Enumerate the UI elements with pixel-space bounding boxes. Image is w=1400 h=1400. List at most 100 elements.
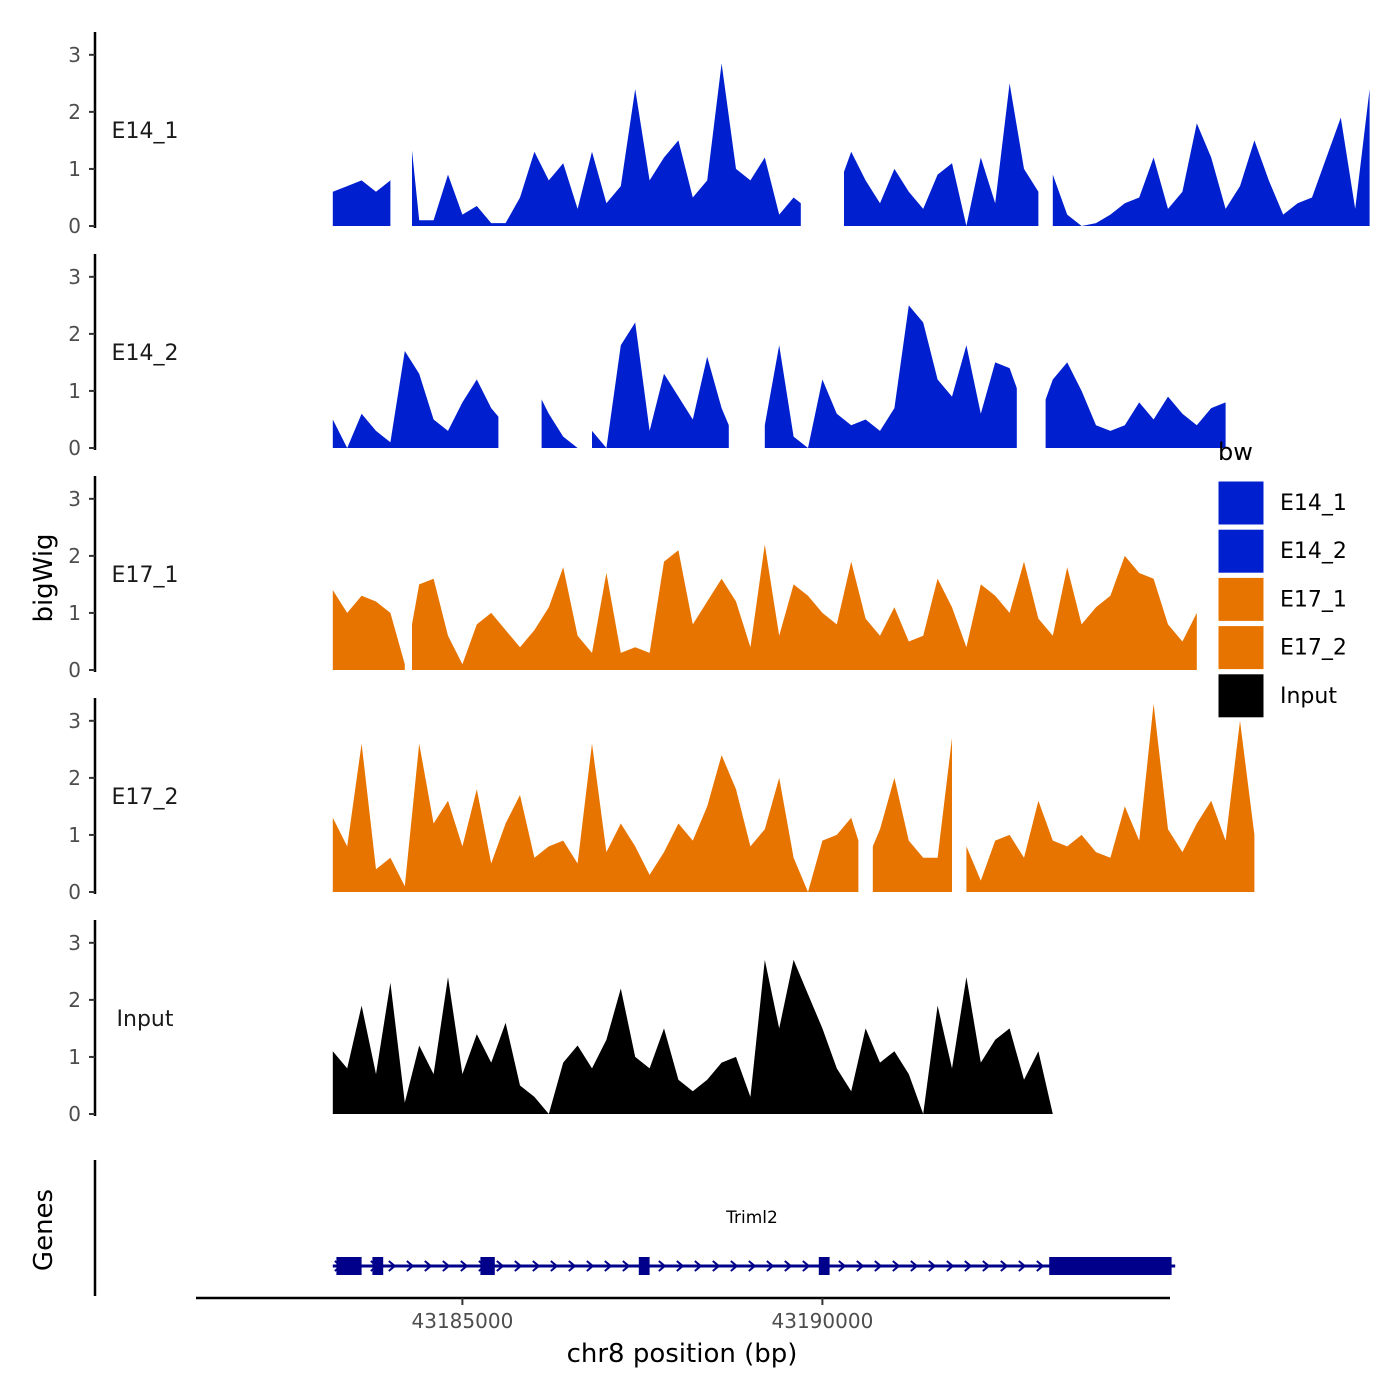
- no-data-gap: [800, 30, 844, 228]
- track-label: Input: [117, 1007, 174, 1032]
- track-label: E17_1: [112, 563, 179, 588]
- y-tick-label: 2: [68, 766, 81, 790]
- track-E14_1: 0 1 2 3 E14_1: [68, 30, 1370, 238]
- track-label: E17_2: [112, 785, 179, 810]
- track-E17_2: 0 1 2 3 E17_2: [68, 696, 1255, 904]
- x-tick-label: 43185000: [412, 1309, 514, 1333]
- strand-arrow: [568, 1260, 577, 1272]
- gene-name-label: Triml2: [725, 1208, 778, 1228]
- gene-exon: [372, 1257, 384, 1275]
- legend-label: E17_1: [1280, 587, 1347, 612]
- legend-swatch: [1217, 673, 1265, 719]
- legend-item-E17_2: E17_2: [1217, 625, 1347, 671]
- strand-arrow: [496, 1260, 505, 1272]
- no-data-gap: [728, 252, 765, 450]
- track-E14_2: 0 1 2 3 E14_2: [68, 252, 1226, 460]
- y-tick-label: 0: [68, 436, 81, 460]
- signal-area-E14_1: [332, 63, 1370, 227]
- y-tick-label: 3: [68, 43, 81, 67]
- y-tick-label: 1: [68, 379, 81, 403]
- track-E17_1: 0 1 2 3 E17_1: [68, 474, 1197, 682]
- x-axis-title: chr8 position (bp): [567, 1339, 798, 1369]
- gene-exon: [638, 1257, 650, 1275]
- strand-arrow: [946, 1260, 955, 1272]
- y-tick-label: 3: [68, 265, 81, 289]
- gene-exon: [336, 1257, 362, 1275]
- y-tick-label: 1: [68, 157, 81, 181]
- y-tick-label: 0: [68, 1102, 81, 1126]
- legend-swatch: [1217, 625, 1265, 671]
- strand-arrow: [676, 1260, 685, 1272]
- strand-arrow: [550, 1260, 559, 1272]
- legend-label: E14_1: [1280, 491, 1347, 516]
- legend-label: E17_2: [1280, 636, 1347, 661]
- y-tick-label: 2: [68, 544, 81, 568]
- strand-arrow: [856, 1260, 865, 1272]
- strand-arrow: [460, 1260, 469, 1272]
- y-tick-label: 3: [68, 931, 81, 955]
- strand-arrow: [964, 1260, 973, 1272]
- legend-title: bw: [1218, 438, 1253, 466]
- strand-arrow: [1018, 1260, 1027, 1272]
- legend-swatch: [1217, 480, 1265, 526]
- strand-arrow: [802, 1260, 811, 1272]
- strand-arrow: [388, 1260, 397, 1272]
- y-tick-label: 1: [68, 1045, 81, 1069]
- no-data-gap: [577, 252, 592, 450]
- signal-area-E17_2: [332, 703, 1255, 892]
- strand-arrow: [712, 1260, 721, 1272]
- y-tick-label: 2: [68, 322, 81, 346]
- signal-area-E17_1: [332, 544, 1197, 670]
- legend-item-E14_1: E14_1: [1217, 480, 1347, 526]
- track-label: E14_2: [112, 341, 179, 366]
- y-tick-label: 0: [68, 880, 81, 904]
- strand-arrow: [532, 1260, 541, 1272]
- legend-item-E14_2: E14_2: [1217, 528, 1347, 574]
- strand-arrow: [604, 1260, 613, 1272]
- y-tick-label: 2: [68, 988, 81, 1012]
- strand-arrow: [730, 1260, 739, 1272]
- strand-arrow: [442, 1260, 451, 1272]
- legend-item-Input: Input: [1217, 673, 1337, 719]
- signal-tracks: 0 1 2 3 E14_1 0 1 2 3 E14_2 0 1 2 3 E17_1 0 1 2 3 E17_2 0 1 2 3…: [68, 30, 1370, 1126]
- y-tick-label: 0: [68, 658, 81, 682]
- track-Input: 0 1 2 3 Input: [68, 920, 1053, 1126]
- no-data-gap: [253, 696, 268, 894]
- strand-arrow: [622, 1260, 631, 1272]
- legend-label: E14_2: [1280, 539, 1347, 564]
- no-data-gap: [858, 696, 873, 894]
- strand-arrow: [838, 1260, 847, 1272]
- strand-arrow: [514, 1260, 523, 1272]
- no-data-gap: [1038, 30, 1053, 228]
- gene-track: Triml2: [93, 1160, 1176, 1296]
- strand-arrow: [658, 1260, 667, 1272]
- x-tick-label: 43190000: [772, 1309, 874, 1333]
- gene-exon: [480, 1257, 495, 1275]
- legend-item-E17_1: E17_1: [1217, 576, 1347, 622]
- gene-exon: [818, 1257, 830, 1275]
- strand-arrow: [892, 1260, 901, 1272]
- y-tick-label: 0: [68, 214, 81, 238]
- strand-arrow: [874, 1260, 883, 1272]
- strand-arrow: [910, 1260, 919, 1272]
- strand-arrow: [1036, 1260, 1045, 1272]
- strand-arrow: [928, 1260, 937, 1272]
- gene-exon: [1049, 1257, 1172, 1275]
- y-tick-label: 1: [68, 823, 81, 847]
- no-data-gap: [952, 696, 967, 894]
- strand-arrow: [784, 1260, 793, 1272]
- legend-swatch: [1217, 576, 1265, 622]
- strand-arrow: [586, 1260, 595, 1272]
- genes-axis-title: Genes: [29, 1189, 59, 1271]
- legend-label: Input: [1280, 684, 1337, 709]
- strand-arrow: [766, 1260, 775, 1272]
- signal-area-E14_2: [332, 305, 1226, 448]
- legend: bw E14_1 E14_2 E17_1 E17_2 Input: [1217, 438, 1347, 719]
- y-tick-label: 1: [68, 601, 81, 625]
- no-data-gap: [498, 252, 542, 450]
- legend-swatch: [1217, 528, 1265, 574]
- strand-arrow: [982, 1260, 991, 1272]
- strand-arrow: [1000, 1260, 1009, 1272]
- y-axis-title: bigWig: [29, 533, 59, 622]
